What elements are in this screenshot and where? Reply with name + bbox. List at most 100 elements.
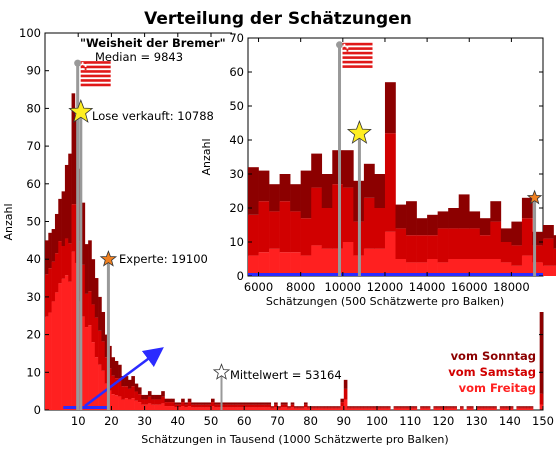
- bar-freitag: [204, 407, 208, 410]
- median-flag-stripe: [80, 65, 111, 69]
- bar-freitag: [310, 408, 315, 410]
- bar-freitag: [393, 408, 398, 410]
- bar-sonntag: [88, 240, 92, 292]
- bar-freitag: [386, 408, 391, 410]
- bar-sonntag: [433, 406, 438, 408]
- bar-sonntag: [287, 406, 291, 408]
- bar-samstag: [479, 407, 484, 409]
- bar-samstag: [230, 404, 235, 408]
- inset-bar-samstag: [416, 235, 428, 263]
- bar-freitag: [509, 408, 514, 410]
- bar-samstag: [104, 357, 109, 384]
- inset-bar-samstag: [290, 211, 301, 253]
- bar-sonntag: [71, 93, 76, 205]
- inset-bar-sonntag: [543, 225, 554, 239]
- bar-freitag: [124, 398, 129, 410]
- bar-samstag: [191, 404, 195, 408]
- bar-sonntag: [181, 398, 185, 403]
- median-title-label: "Weisheit der Bremer": [80, 36, 226, 50]
- bar-freitag: [460, 408, 464, 410]
- inset-bar-samstag: [311, 187, 323, 246]
- experte-label: Experte: 19100: [119, 252, 208, 266]
- bar-sonntag: [154, 394, 159, 400]
- bar-samstag: [287, 407, 291, 409]
- inset-bar-freitag: [384, 231, 396, 276]
- bar-samstag: [330, 407, 335, 409]
- bar-samstag: [476, 407, 481, 409]
- bar-sonntag: [141, 394, 145, 400]
- inset-bar-freitag: [258, 252, 270, 276]
- bar-samstag: [373, 407, 378, 409]
- bar-sonntag: [237, 402, 242, 405]
- inset-bar-sonntag: [553, 235, 556, 249]
- inset-bar-freitag: [500, 262, 512, 276]
- inset-y-tick-label: 30: [229, 167, 244, 181]
- inset-x-tick-label: 14000: [409, 280, 446, 294]
- bar-samstag: [121, 386, 125, 400]
- inset-bar-samstag: [543, 238, 554, 266]
- x-tick-label: 40: [170, 414, 185, 428]
- bar-freitag: [71, 251, 76, 410]
- bar-sonntag: [297, 406, 301, 408]
- inset-bar-samstag: [279, 201, 291, 253]
- bar-samstag: [483, 407, 487, 409]
- bar-freitag: [499, 408, 504, 410]
- inset-y-tick-label: 60: [229, 65, 244, 79]
- bar-samstag: [516, 407, 521, 409]
- bar-samstag: [539, 393, 544, 405]
- bar-sonntag: [323, 406, 328, 408]
- inset-median-flag-stripe: [342, 42, 373, 46]
- bar-freitag: [154, 404, 159, 410]
- bar-samstag: [154, 399, 159, 405]
- bar-sonntag: [58, 198, 62, 242]
- bar-freitag: [426, 408, 431, 410]
- bar-freitag: [406, 408, 411, 410]
- inset-bar-sonntag: [332, 150, 344, 185]
- median-flag-check: [84, 65, 87, 67]
- bar-samstag: [214, 404, 218, 408]
- bar-samstag: [503, 407, 507, 409]
- bar-freitag: [403, 408, 408, 410]
- bar-freitag: [61, 278, 66, 410]
- bar-freitag: [396, 408, 401, 410]
- inset-bar-sonntag: [448, 208, 460, 229]
- bar-samstag: [131, 386, 135, 399]
- bar-samstag: [303, 404, 308, 408]
- bar-sonntag: [386, 406, 391, 408]
- bar-freitag: [486, 408, 491, 410]
- bar-samstag: [51, 261, 56, 302]
- bar-sonntag: [340, 398, 345, 403]
- y-tick-label: 40: [26, 252, 41, 266]
- bar-freitag: [101, 370, 106, 410]
- inset-median-flag-check: [343, 49, 346, 52]
- bar-sonntag: [104, 334, 109, 358]
- bar-freitag: [68, 281, 72, 410]
- bar-freitag: [323, 408, 328, 410]
- bar-freitag: [128, 399, 132, 410]
- bar-samstag: [137, 394, 142, 403]
- bar-sonntag: [118, 364, 122, 379]
- bar-samstag: [489, 407, 494, 409]
- bar-freitag: [48, 312, 52, 410]
- inset-bar-samstag: [321, 208, 333, 249]
- bar-freitag: [446, 408, 451, 410]
- bar-sonntag: [519, 406, 524, 408]
- bar-freitag: [171, 406, 175, 410]
- inset-bar-samstag: [406, 235, 417, 263]
- bar-freitag: [207, 407, 212, 410]
- inset-bar-sonntag: [406, 201, 417, 236]
- bar-samstag: [323, 407, 328, 409]
- bar-sonntag: [493, 406, 497, 408]
- inset-y-tick-label: 20: [229, 201, 244, 215]
- bar-sonntag: [406, 406, 411, 408]
- inset-bar-samstag: [500, 242, 512, 263]
- bar-samstag: [423, 407, 428, 409]
- inset-bar-sonntag: [248, 167, 259, 215]
- bar-samstag: [380, 407, 384, 409]
- bar-samstag: [317, 407, 321, 409]
- bar-freitag: [357, 408, 361, 410]
- bar-sonntag: [526, 406, 531, 408]
- bar-samstag: [453, 407, 457, 409]
- inset-bar-sonntag: [458, 194, 470, 229]
- inset-bar-sonntag: [469, 211, 481, 229]
